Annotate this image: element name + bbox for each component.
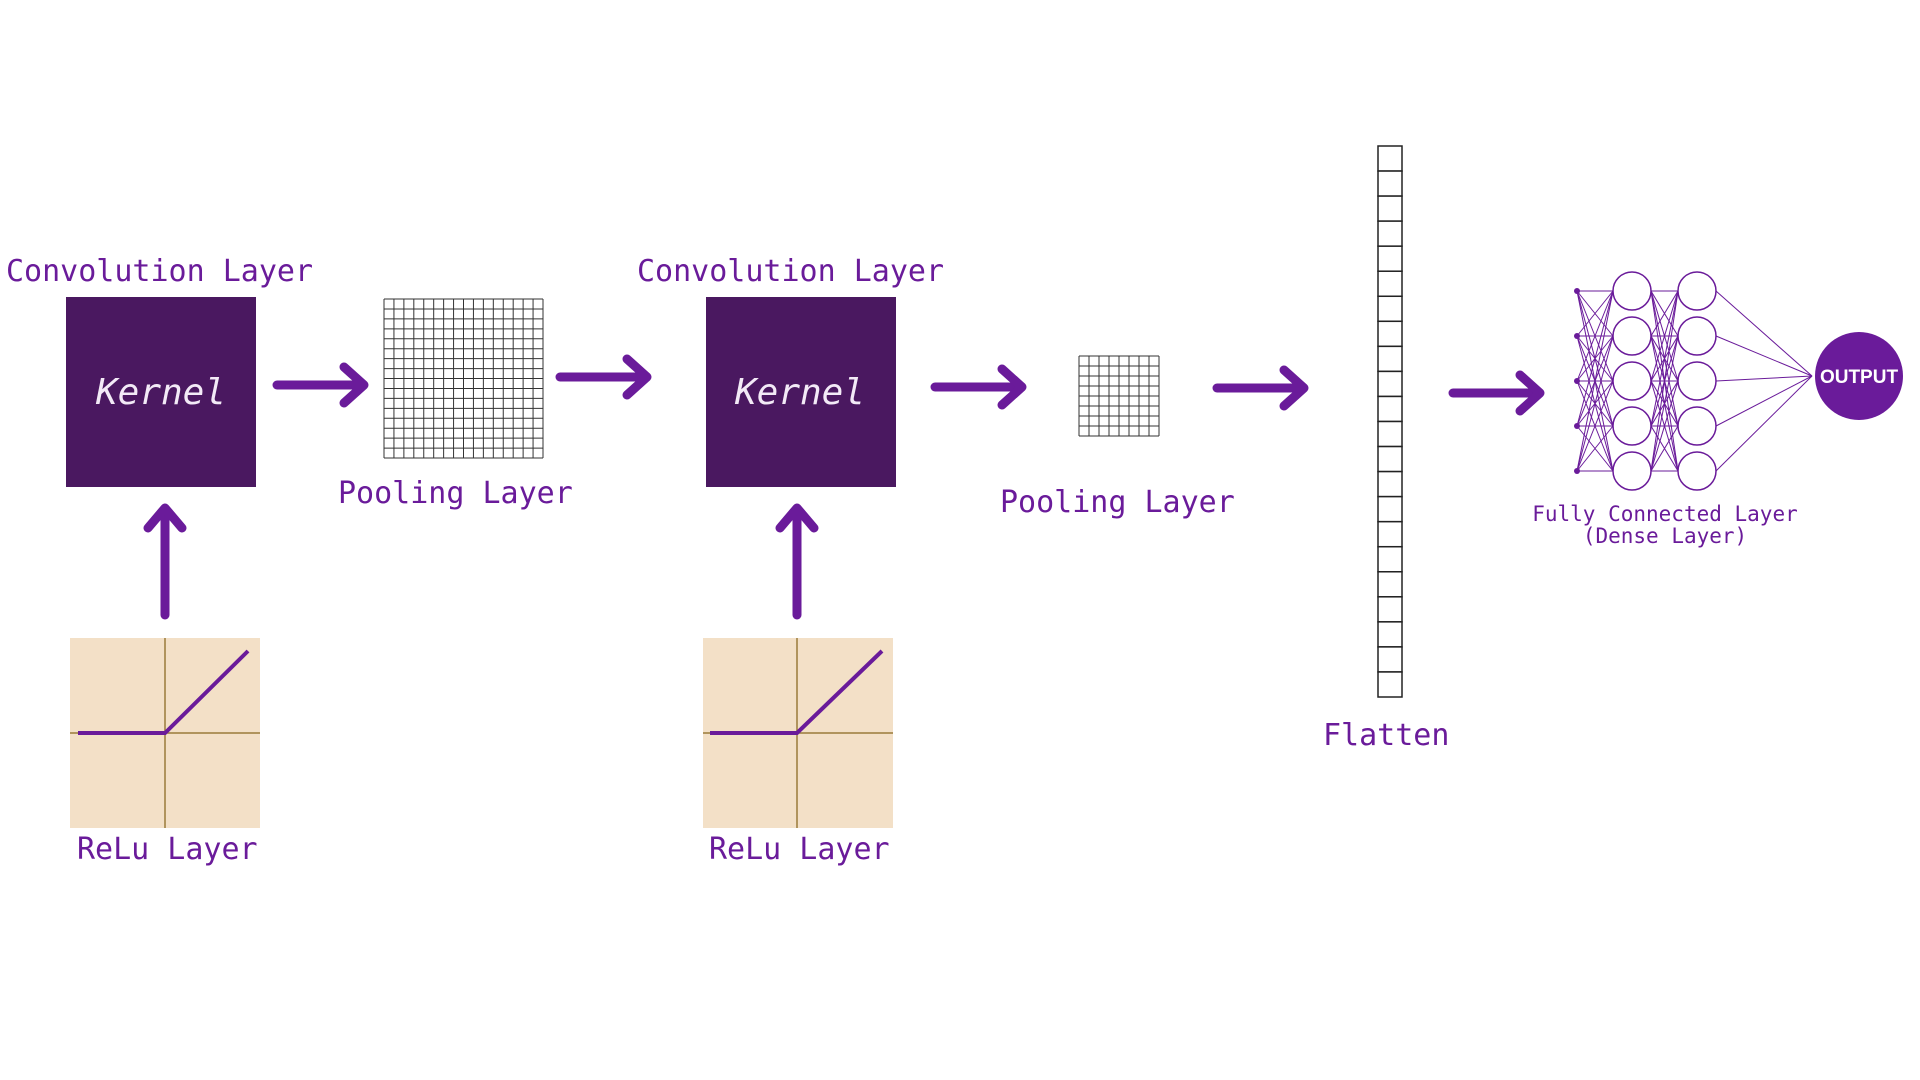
fc-connection <box>1650 290 1679 382</box>
flatten-cell <box>1377 646 1403 673</box>
kernel-1-label: Kernel <box>95 372 226 413</box>
fc-connection <box>1715 375 1813 382</box>
fc-connection <box>1650 290 1679 337</box>
arrow-flatten-to-fc <box>1448 370 1545 416</box>
flatten-cell <box>1377 596 1403 623</box>
fc-connection <box>1715 335 1813 377</box>
arrow-relu1-to-kernel1 <box>143 503 187 620</box>
fc-connection <box>1650 335 1679 472</box>
fc-hidden-node-1 <box>1612 271 1652 311</box>
arrow-pool1-to-conv2 <box>555 354 652 400</box>
conv-layer-2-label: Convolution Layer <box>637 254 944 289</box>
fc-hidden-node-2 <box>1677 316 1717 356</box>
flatten-cell <box>1377 420 1403 448</box>
fc-connection <box>1715 375 1813 472</box>
fc-input-node <box>1574 378 1580 384</box>
flatten-cell <box>1377 245 1403 272</box>
fc-layer-label-line1: Fully Connected Layer <box>1532 502 1798 526</box>
relu-1-graph <box>70 638 260 828</box>
fc-connection <box>1576 425 1614 472</box>
arrow-relu2-to-kernel2 <box>775 503 819 620</box>
fc-hidden-node-1 <box>1612 316 1652 356</box>
fc-hidden-node-2 <box>1677 406 1717 446</box>
kernel-1-box <box>66 297 256 487</box>
flatten-cell <box>1377 445 1403 473</box>
fc-input-node <box>1574 468 1580 474</box>
arrow-pool2-to-flatten <box>1212 365 1309 411</box>
arrow-conv1-to-pool1 <box>272 362 369 408</box>
fc-connection <box>1715 375 1813 427</box>
flatten-cell <box>1377 320 1403 348</box>
fc-connection <box>1576 290 1614 382</box>
kernel-2-box <box>706 297 896 487</box>
relu-2-graph <box>703 638 893 828</box>
fc-connection <box>1650 290 1679 427</box>
kernel-2-label: Kernel <box>734 372 865 413</box>
fc-hidden-node-1 <box>1612 361 1652 401</box>
fc-connection <box>1650 425 1679 472</box>
relu-layer-1-label: ReLu Layer <box>77 832 258 867</box>
flatten-cell <box>1377 195 1403 222</box>
flatten-label: Flatten <box>1323 718 1449 753</box>
fully-connected-network <box>1574 271 1813 491</box>
fc-input-node <box>1574 333 1580 339</box>
pooling-layer-2-grid <box>1078 355 1160 437</box>
fc-input-node <box>1574 288 1580 294</box>
flatten-cell <box>1377 270 1403 298</box>
fc-hidden-node-2 <box>1677 271 1717 311</box>
relu-layer-2-label: ReLu Layer <box>709 832 890 867</box>
flatten-cell <box>1377 170 1403 197</box>
conv-layer-1-label: Convolution Layer <box>6 254 313 289</box>
flatten-cell <box>1377 495 1403 523</box>
flatten-cell <box>1377 395 1403 423</box>
fc-connection <box>1650 290 1679 472</box>
fc-hidden-node-1 <box>1612 406 1652 446</box>
pooling-layer-1-label: Pooling Layer <box>338 476 573 511</box>
fc-connection <box>1576 335 1614 472</box>
flatten-cell <box>1377 145 1403 172</box>
output-label: OUTPUT <box>1820 367 1899 388</box>
fc-connection <box>1576 380 1614 472</box>
flatten-cell <box>1377 370 1403 398</box>
flatten-cell <box>1377 220 1403 247</box>
flatten-cell <box>1377 295 1403 323</box>
flatten-cell <box>1377 520 1403 548</box>
flatten-cell <box>1377 571 1403 598</box>
flatten-cell <box>1377 545 1403 573</box>
fc-connection <box>1715 290 1813 377</box>
flatten-cell <box>1377 621 1403 648</box>
arrow-conv2-to-pool2 <box>930 364 1027 410</box>
flatten-cell <box>1377 345 1403 373</box>
fc-connection <box>1650 380 1679 472</box>
fc-layer-label-line2: (Dense Layer) <box>1583 524 1747 548</box>
flatten-column <box>1377 145 1403 698</box>
fc-hidden-node-2 <box>1677 361 1717 401</box>
fc-connection <box>1576 290 1614 472</box>
fc-input-node <box>1574 423 1580 429</box>
fc-hidden-node-2 <box>1677 451 1717 491</box>
flatten-cell <box>1377 470 1403 498</box>
fc-hidden-node-1 <box>1612 451 1652 491</box>
fc-connection <box>1576 290 1614 427</box>
pooling-layer-1-grid <box>383 298 544 459</box>
fc-connection <box>1576 290 1614 337</box>
flatten-cell <box>1377 671 1403 698</box>
pooling-layer-2-label: Pooling Layer <box>1000 485 1235 520</box>
output-node <box>1815 332 1903 420</box>
